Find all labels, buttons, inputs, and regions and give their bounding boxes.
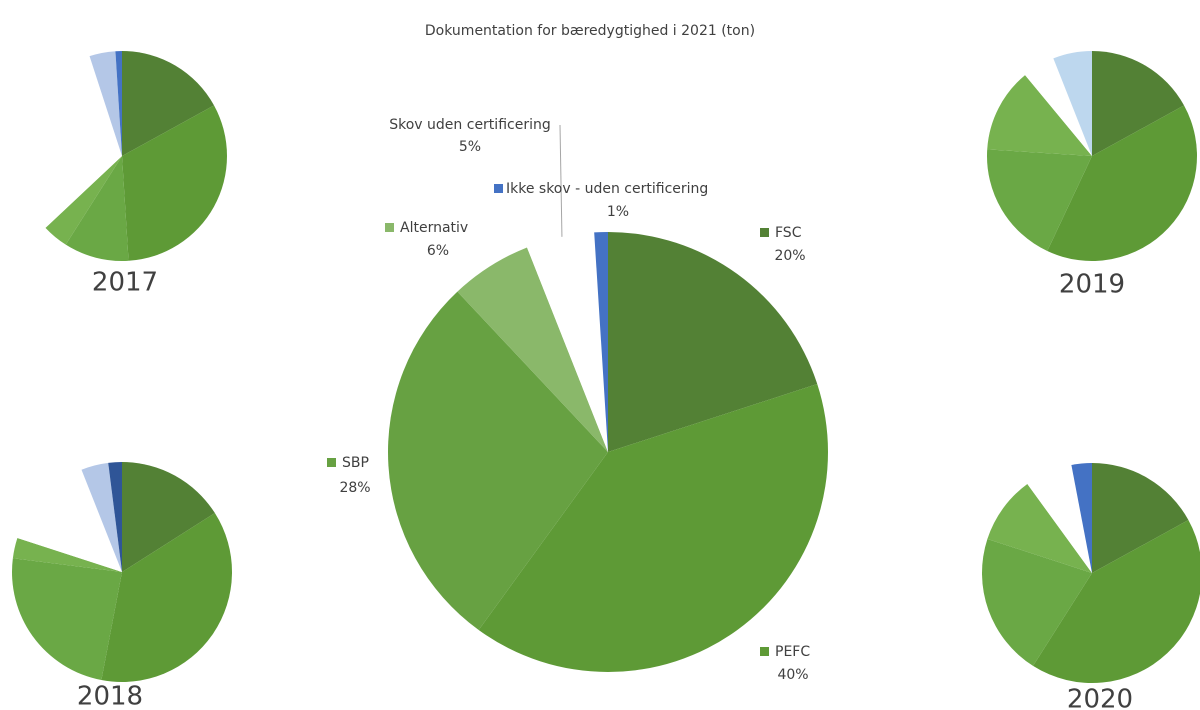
pie-slice: [1025, 58, 1092, 156]
pie-slice: [11, 558, 122, 681]
data-label-value: 28%: [339, 480, 370, 496]
pie-slice: [122, 51, 215, 156]
legend-marker: [494, 184, 503, 193]
pie-slice: [981, 539, 1092, 666]
pie-slice: [1092, 51, 1185, 156]
data-label-value: 1%: [607, 204, 629, 220]
legend-marker: [760, 228, 769, 237]
data-label-name: FSC: [775, 225, 802, 241]
pie-slice: [122, 462, 215, 572]
data-label-name: PEFC: [775, 644, 810, 660]
pie-slice: [101, 513, 232, 682]
pie-slice: [81, 462, 122, 572]
legend-marker: [385, 223, 394, 232]
legend-marker: [327, 458, 336, 467]
pie-slice: [608, 232, 818, 452]
pie-slice: [987, 75, 1092, 156]
pie-slice: [1027, 464, 1092, 573]
pie-slice: [1033, 520, 1200, 683]
leader-line: [559, 124, 563, 241]
data-label-name: Alternativ: [400, 220, 468, 236]
pie-slice: [594, 232, 608, 452]
data-label-value: 6%: [427, 243, 449, 259]
legend-marker: [760, 647, 769, 656]
pie-slice: [1071, 463, 1092, 573]
chart-title: 2017: [92, 268, 158, 298]
pie-slice: [122, 105, 228, 261]
pie-slice: [45, 156, 122, 245]
chart-title: 2020: [1067, 685, 1133, 710]
data-label-name: Ikke skov - uden certificering: [506, 181, 708, 197]
chart-title: 2019: [1059, 270, 1125, 300]
chart-title: 2018: [77, 682, 143, 710]
pie-slice: [987, 149, 1092, 252]
data-label-value: 20%: [774, 248, 805, 264]
pie-slice: [1053, 51, 1092, 156]
pie-slice: [115, 51, 122, 156]
pie-slice: [987, 484, 1092, 573]
chart-title: Dokumentation for bæredygtighed i 2021 (…: [425, 23, 755, 39]
pie-slice: [16, 56, 122, 228]
pie-slice: [478, 384, 828, 672]
data-label-value: 40%: [777, 667, 808, 683]
pie-slice: [12, 538, 122, 572]
pie-slice: [108, 462, 122, 572]
data-label-name: Skov uden certificering: [389, 117, 550, 133]
data-label-name: SBP: [342, 455, 369, 471]
pie-slice: [1047, 105, 1198, 261]
pie-slice: [17, 469, 123, 572]
pie-slice: [527, 232, 608, 452]
pie-slice: [457, 247, 608, 452]
pie-slice: [65, 156, 129, 261]
pie-slice: [388, 291, 608, 630]
data-label-value: 5%: [459, 139, 481, 155]
pie-slice: [89, 51, 122, 156]
pie-slice: [1092, 463, 1189, 573]
